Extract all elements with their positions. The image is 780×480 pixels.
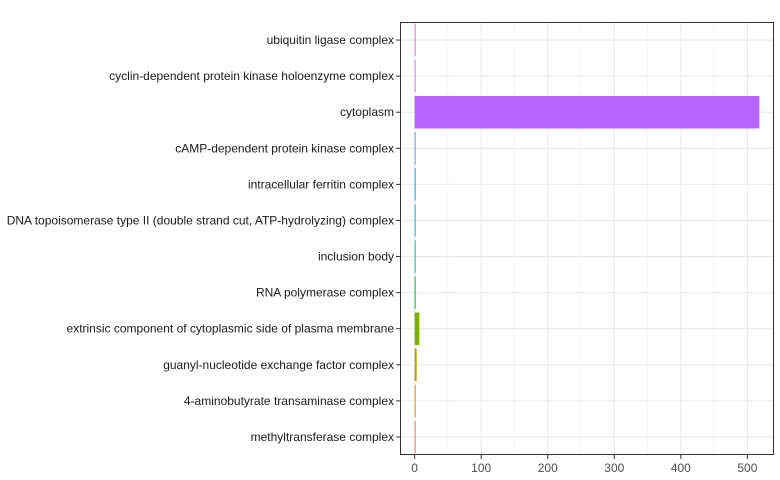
y-tick-label: ubiquitin ligase complex [267,33,394,47]
bar [414,95,760,129]
bar [414,204,416,237]
bar [414,348,417,382]
y-tick-label: intracellular ferritin complex [248,177,394,191]
bar [414,420,416,454]
x-tick-label: 500 [737,461,757,475]
y-tick-label: 4-aminobutyrate transaminase complex [184,394,394,408]
x-tick-label: 300 [604,461,624,475]
bar [414,23,416,57]
y-tick-label: cyclin-dependent protein kinase holoenzy… [109,69,394,83]
y-tick-label: cAMP-dependent protein kinase complex [175,141,394,155]
y-tick-label: RNA polymerase complex [256,286,394,300]
x-tick-label: 100 [471,461,491,475]
bar [414,312,420,345]
y-tick-label: methyltransferase complex [251,430,394,444]
y-tick-label: cytoplasm [340,105,394,119]
bar [414,132,416,165]
y-tick-label: extrinsic component of cytoplasmic side … [67,322,395,336]
bars [414,23,760,454]
bar [414,384,416,418]
bar [414,276,416,309]
panel-background [400,22,774,455]
y-axis: ubiquitin ligase complex cyclin-dependent… [7,33,400,444]
y-tick-label: guanyl-nucleotide exchange factor comple… [163,358,394,372]
bar [414,168,416,201]
bar [414,240,416,273]
x-tick-label: 0 [411,461,418,475]
y-tick-label: DNA topoisomerase type II (double strand… [7,213,394,227]
x-axis: 0 100 200 300 400 500 [411,455,758,475]
bar [414,59,416,93]
y-tick-label: inclusion body [318,250,394,264]
x-tick-label: 200 [538,461,558,475]
panel-border [400,22,774,455]
x-tick-label: 400 [671,461,691,475]
